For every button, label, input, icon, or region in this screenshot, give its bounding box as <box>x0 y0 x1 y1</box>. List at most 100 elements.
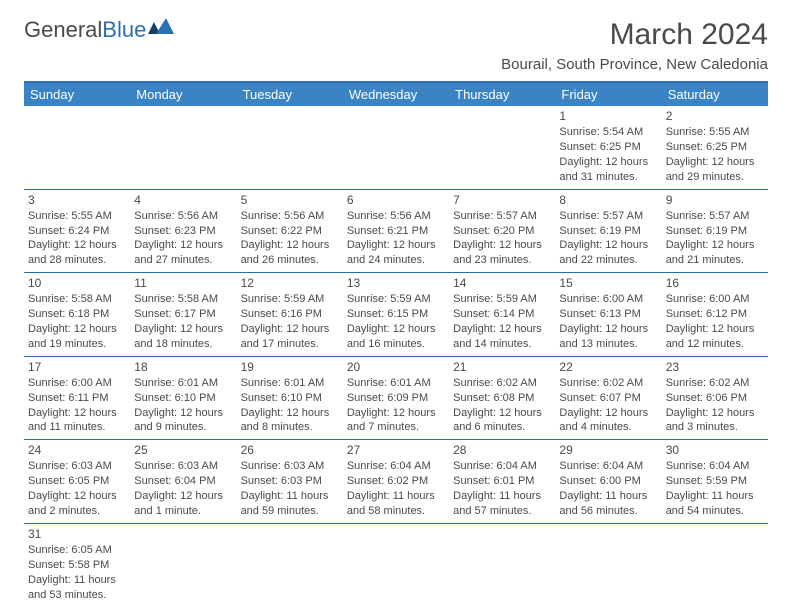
empty-cell <box>343 524 449 607</box>
day-cell: 2Sunrise: 5:55 AMSunset: 6:25 PMDaylight… <box>662 106 768 189</box>
sunrise-line: Sunrise: 5:59 AM <box>241 292 339 307</box>
sunrise-line: Sunrise: 6:03 AM <box>134 459 232 474</box>
day-number: 2 <box>666 108 764 124</box>
sunrise-line: Sunrise: 6:00 AM <box>28 376 126 391</box>
day-cell: 24Sunrise: 6:03 AMSunset: 6:05 PMDayligh… <box>24 440 130 523</box>
daylight-line: Daylight: 12 hours and 8 minutes. <box>241 406 339 436</box>
sunset-line: Sunset: 6:09 PM <box>347 391 445 406</box>
day-number: 1 <box>559 108 657 124</box>
daylight-line: Daylight: 12 hours and 29 minutes. <box>666 155 764 185</box>
sunrise-line: Sunrise: 5:58 AM <box>134 292 232 307</box>
daylight-line: Daylight: 12 hours and 14 minutes. <box>453 322 551 352</box>
day-cell: 25Sunrise: 6:03 AMSunset: 6:04 PMDayligh… <box>130 440 236 523</box>
logo-text-b: Blue <box>102 19 146 41</box>
day-number: 26 <box>241 442 339 458</box>
daylight-line: Daylight: 11 hours and 53 minutes. <box>28 573 126 603</box>
empty-cell <box>237 106 343 189</box>
sunrise-line: Sunrise: 6:04 AM <box>453 459 551 474</box>
sunset-line: Sunset: 6:08 PM <box>453 391 551 406</box>
day-number: 14 <box>453 275 551 291</box>
sunrise-line: Sunrise: 5:59 AM <box>347 292 445 307</box>
week-row: 3Sunrise: 5:55 AMSunset: 6:24 PMDaylight… <box>24 190 768 274</box>
sunrise-line: Sunrise: 5:56 AM <box>134 209 232 224</box>
day-header-row: SundayMondayTuesdayWednesdayThursdayFrid… <box>24 83 768 106</box>
daylight-line: Daylight: 12 hours and 24 minutes. <box>347 238 445 268</box>
sunrise-line: Sunrise: 6:01 AM <box>134 376 232 391</box>
sunrise-line: Sunrise: 6:02 AM <box>453 376 551 391</box>
day-cell: 13Sunrise: 5:59 AMSunset: 6:15 PMDayligh… <box>343 273 449 356</box>
day-header: Sunday <box>24 83 130 106</box>
empty-cell <box>343 106 449 189</box>
day-cell: 18Sunrise: 6:01 AMSunset: 6:10 PMDayligh… <box>130 357 236 440</box>
day-cell: 7Sunrise: 5:57 AMSunset: 6:20 PMDaylight… <box>449 190 555 273</box>
daylight-line: Daylight: 12 hours and 19 minutes. <box>28 322 126 352</box>
daylight-line: Daylight: 11 hours and 58 minutes. <box>347 489 445 519</box>
daylight-line: Daylight: 12 hours and 26 minutes. <box>241 238 339 268</box>
daylight-line: Daylight: 12 hours and 4 minutes. <box>559 406 657 436</box>
day-cell: 6Sunrise: 5:56 AMSunset: 6:21 PMDaylight… <box>343 190 449 273</box>
daylight-line: Daylight: 11 hours and 54 minutes. <box>666 489 764 519</box>
sunrise-line: Sunrise: 6:03 AM <box>28 459 126 474</box>
sunrise-line: Sunrise: 5:55 AM <box>666 125 764 140</box>
day-cell: 17Sunrise: 6:00 AMSunset: 6:11 PMDayligh… <box>24 357 130 440</box>
daylight-line: Daylight: 12 hours and 28 minutes. <box>28 238 126 268</box>
empty-cell <box>237 524 343 607</box>
day-cell: 23Sunrise: 6:02 AMSunset: 6:06 PMDayligh… <box>662 357 768 440</box>
sunset-line: Sunset: 6:23 PM <box>134 224 232 239</box>
day-number: 5 <box>241 192 339 208</box>
sunset-line: Sunset: 5:58 PM <box>28 558 126 573</box>
sunrise-line: Sunrise: 5:57 AM <box>666 209 764 224</box>
day-number: 8 <box>559 192 657 208</box>
sunset-line: Sunset: 6:01 PM <box>453 474 551 489</box>
sunrise-line: Sunrise: 6:04 AM <box>347 459 445 474</box>
daylight-line: Daylight: 12 hours and 11 minutes. <box>28 406 126 436</box>
sunrise-line: Sunrise: 6:04 AM <box>559 459 657 474</box>
sunrise-line: Sunrise: 6:01 AM <box>241 376 339 391</box>
day-cell: 31Sunrise: 6:05 AMSunset: 5:58 PMDayligh… <box>24 524 130 607</box>
sunset-line: Sunset: 6:19 PM <box>559 224 657 239</box>
day-number: 15 <box>559 275 657 291</box>
day-cell: 22Sunrise: 6:02 AMSunset: 6:07 PMDayligh… <box>555 357 661 440</box>
day-cell: 20Sunrise: 6:01 AMSunset: 6:09 PMDayligh… <box>343 357 449 440</box>
day-cell: 29Sunrise: 6:04 AMSunset: 6:00 PMDayligh… <box>555 440 661 523</box>
logo: GeneralBlue <box>24 18 174 42</box>
day-number: 28 <box>453 442 551 458</box>
empty-cell <box>24 106 130 189</box>
day-number: 22 <box>559 359 657 375</box>
day-number: 16 <box>666 275 764 291</box>
daylight-line: Daylight: 12 hours and 23 minutes. <box>453 238 551 268</box>
day-number: 17 <box>28 359 126 375</box>
daylight-line: Daylight: 12 hours and 3 minutes. <box>666 406 764 436</box>
empty-cell <box>449 106 555 189</box>
week-row: 24Sunrise: 6:03 AMSunset: 6:05 PMDayligh… <box>24 440 768 524</box>
sunset-line: Sunset: 6:05 PM <box>28 474 126 489</box>
day-number: 21 <box>453 359 551 375</box>
daylight-line: Daylight: 12 hours and 16 minutes. <box>347 322 445 352</box>
sunrise-line: Sunrise: 5:58 AM <box>28 292 126 307</box>
day-cell: 16Sunrise: 6:00 AMSunset: 6:12 PMDayligh… <box>662 273 768 356</box>
daylight-line: Daylight: 12 hours and 1 minute. <box>134 489 232 519</box>
daylight-line: Daylight: 12 hours and 2 minutes. <box>28 489 126 519</box>
daylight-line: Daylight: 12 hours and 9 minutes. <box>134 406 232 436</box>
empty-cell <box>130 106 236 189</box>
sunset-line: Sunset: 6:25 PM <box>559 140 657 155</box>
sunrise-line: Sunrise: 6:02 AM <box>666 376 764 391</box>
sunrise-line: Sunrise: 5:57 AM <box>453 209 551 224</box>
sunset-line: Sunset: 5:59 PM <box>666 474 764 489</box>
day-number: 20 <box>347 359 445 375</box>
day-number: 23 <box>666 359 764 375</box>
day-number: 31 <box>28 526 126 542</box>
sunset-line: Sunset: 6:24 PM <box>28 224 126 239</box>
empty-cell <box>555 524 661 607</box>
daylight-line: Daylight: 12 hours and 22 minutes. <box>559 238 657 268</box>
sunset-line: Sunset: 6:19 PM <box>666 224 764 239</box>
empty-cell <box>662 524 768 607</box>
day-cell: 28Sunrise: 6:04 AMSunset: 6:01 PMDayligh… <box>449 440 555 523</box>
daylight-line: Daylight: 11 hours and 56 minutes. <box>559 489 657 519</box>
week-row: 17Sunrise: 6:00 AMSunset: 6:11 PMDayligh… <box>24 357 768 441</box>
day-cell: 15Sunrise: 6:00 AMSunset: 6:13 PMDayligh… <box>555 273 661 356</box>
day-cell: 27Sunrise: 6:04 AMSunset: 6:02 PMDayligh… <box>343 440 449 523</box>
sunset-line: Sunset: 6:03 PM <box>241 474 339 489</box>
day-cell: 10Sunrise: 5:58 AMSunset: 6:18 PMDayligh… <box>24 273 130 356</box>
sunset-line: Sunset: 6:07 PM <box>559 391 657 406</box>
